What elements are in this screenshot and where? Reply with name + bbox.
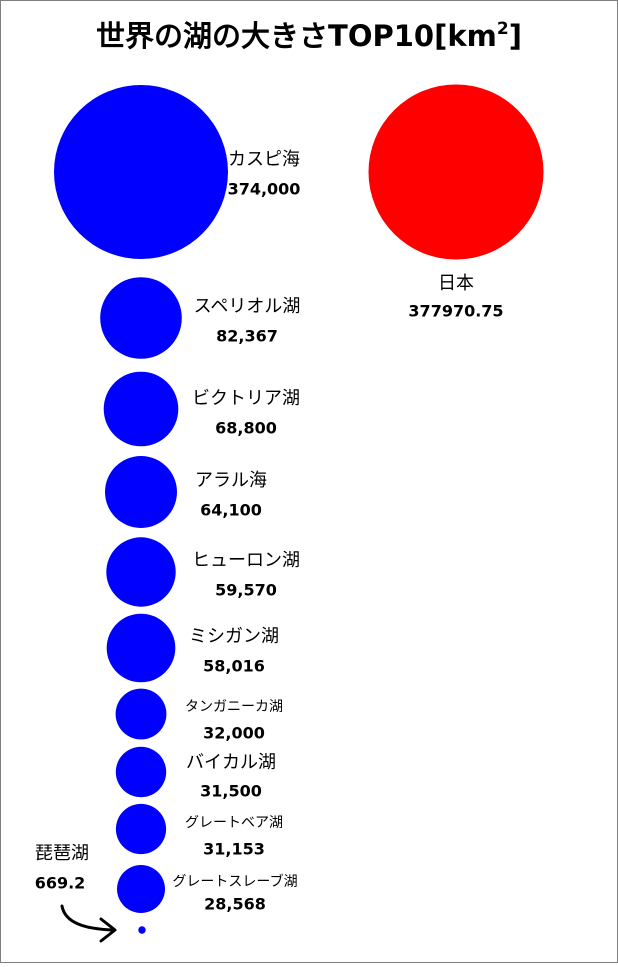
lake-6-value-label: 58,016 (203, 657, 265, 676)
lake-5-value-label: 59,570 (215, 581, 277, 600)
chart-title: 世界の湖の大きさTOP10[km2] (96, 19, 522, 53)
chart-marks: カスピ海 374,000 スペリオル湖 82,367 ビクトリア湖 68,800 アラル海 6… (35, 84, 544, 934)
lake-6-circle (106, 613, 176, 683)
lake-7-name-label: タンガニーカ湖 (185, 699, 283, 715)
biwa-circle (138, 926, 146, 934)
lake-5-circle (106, 537, 176, 607)
lake-9-name-label: グレートベア湖 (185, 815, 283, 831)
lake-7-value-label: 32,000 (203, 724, 265, 743)
lake-8-circle (115, 746, 167, 798)
lake-1-name-label: カスピ海 (228, 149, 300, 170)
lake-10-value-label: 28,568 (204, 895, 266, 914)
lake-7-circle (115, 688, 167, 740)
lake-2-circle (100, 277, 182, 359)
lake-3-circle (103, 371, 179, 447)
lake-5-name-label: ヒューロン湖 (192, 550, 300, 571)
biwa-name-label: 琵琶湖 (35, 843, 89, 864)
lake-9-circle (115, 803, 167, 855)
japan-value-label: 377970.75 (408, 302, 503, 321)
arrow-head (99, 917, 117, 943)
lake-9-value-label: 31,153 (203, 840, 265, 859)
lake-8-value-label: 31,500 (200, 782, 262, 801)
lake-2-value-label: 82,367 (216, 327, 278, 346)
lake-8-name-label: バイカル湖 (186, 752, 276, 773)
japan-circle (368, 84, 544, 260)
lake-10-name-label: グレートスレーブ湖 (172, 873, 297, 890)
lake-4-value-label: 64,100 (200, 501, 262, 520)
japan-name-label: 日本 (438, 273, 474, 294)
lake-4-name-label: アラル海 (195, 470, 267, 491)
title-suffix: ] (509, 19, 522, 53)
lake-6-name-label: ミシガン湖 (189, 626, 279, 647)
lake-10-circle (117, 865, 165, 913)
lake-1-circle (54, 85, 228, 259)
curved-arrow (60, 904, 115, 932)
lake-4-circle (105, 456, 177, 528)
lake-3-value-label: 68,800 (215, 419, 277, 438)
lake-2-name-label: スペリオル湖 (194, 296, 301, 317)
lake-3-name-label: ビクトリア湖 (192, 388, 300, 409)
biwa-value-label: 669.2 (35, 874, 86, 893)
lake-1-value-label: 374,000 (228, 180, 301, 199)
title-superscript: 2 (497, 19, 509, 39)
